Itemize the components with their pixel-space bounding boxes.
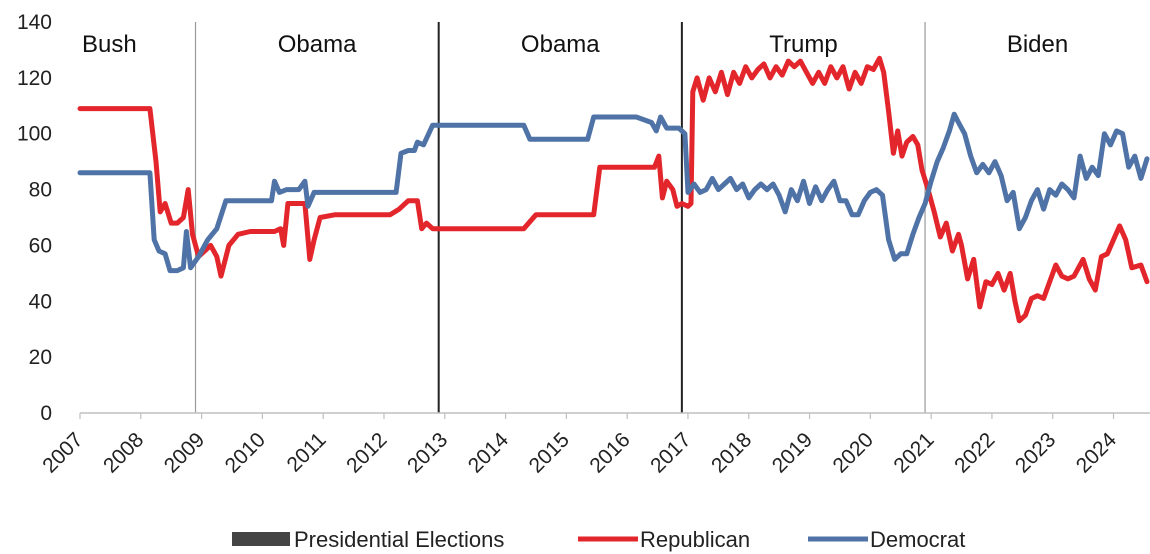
y-tick-labels: 0 20 40 60 80 100 120 140 <box>17 11 52 425</box>
x-tick-label: 2007 <box>38 428 87 477</box>
legend: Presidential Elections Republican Democrat <box>232 527 965 552</box>
y-tick-label: 140 <box>17 11 52 34</box>
y-tick-label: 60 <box>29 234 52 257</box>
legend-swatch-presidential-elections <box>232 532 290 546</box>
y-tick-label: 120 <box>17 67 52 90</box>
x-tick-label: 2012 <box>342 428 391 477</box>
x-tick-label: 2015 <box>525 428 574 477</box>
x-tick-label: 2008 <box>99 428 148 477</box>
x-tick-label: 2024 <box>1072 428 1122 478</box>
presidency-label: Bush <box>82 31 137 58</box>
x-tick-label: 2019 <box>768 428 817 477</box>
x-tick-label: 2013 <box>403 428 452 477</box>
presidency-label: Obama <box>278 31 357 58</box>
x-tick-label: 2023 <box>1011 428 1060 477</box>
legend-label: Republican <box>640 527 750 552</box>
y-tick-label: 0 <box>40 402 52 425</box>
presidency-labels: Bush Obama Obama Trump Biden <box>82 31 1068 58</box>
y-tick-label: 20 <box>29 346 52 369</box>
x-tick-label: 2010 <box>221 428 270 477</box>
x-tick-labels: 2007 2008 2009 2010 2011 2012 2013 2014 2015 2016… <box>38 413 1121 478</box>
legend-label: Presidential Elections <box>294 527 504 552</box>
series-layer <box>77 55 1150 324</box>
presidency-label: Biden <box>1007 31 1068 58</box>
x-tick-label: 2011 <box>283 428 331 476</box>
x-tick-label: 2018 <box>707 428 756 477</box>
y-tick-label: 80 <box>29 179 52 202</box>
y-tick-label: 100 <box>17 123 52 146</box>
presidency-label: Trump <box>769 31 837 58</box>
legend-label: Democrat <box>870 527 965 552</box>
x-tick-label: 2021 <box>889 428 938 477</box>
x-tick-label: 2009 <box>160 428 209 477</box>
term-dividers <box>194 22 926 413</box>
x-tick-label: 2022 <box>950 428 999 477</box>
x-tick-label: 2020 <box>829 428 878 477</box>
y-tick-label: 40 <box>29 290 52 313</box>
x-tick-label: 2014 <box>464 428 514 478</box>
x-tick-label: 2017 <box>646 428 695 477</box>
series-line-democrat <box>77 111 1150 274</box>
x-tick-label: 2016 <box>585 428 634 477</box>
presidency-label: Obama <box>521 31 600 58</box>
series-line-republican <box>77 55 1150 324</box>
